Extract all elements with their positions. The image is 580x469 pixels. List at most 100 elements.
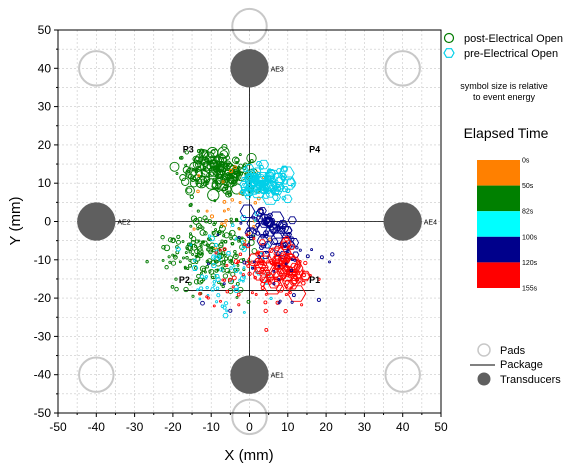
data-point xyxy=(229,169,234,174)
transducers: AE1 AE2 AE3 AE4 xyxy=(77,49,437,394)
data-point xyxy=(220,239,224,243)
data-point xyxy=(264,292,268,296)
data-point xyxy=(290,300,294,304)
data-point xyxy=(181,177,190,186)
pad-circle xyxy=(384,356,421,393)
data-point xyxy=(205,285,210,290)
data-point xyxy=(193,244,197,248)
data-point xyxy=(283,245,287,249)
data-point xyxy=(260,281,265,287)
data-point xyxy=(214,170,224,180)
data-point xyxy=(208,235,216,242)
data-point xyxy=(253,219,257,222)
data-point xyxy=(182,256,185,260)
data-point xyxy=(273,280,280,287)
data-point xyxy=(246,243,251,247)
data-point xyxy=(198,292,202,296)
data-point xyxy=(222,312,229,319)
data-point xyxy=(280,237,292,248)
data-point xyxy=(192,174,200,182)
data-point xyxy=(282,166,288,172)
data-point xyxy=(231,275,237,281)
data-point xyxy=(174,277,178,281)
annotations: P1 P2 P3 P4 xyxy=(179,145,320,285)
data-point xyxy=(257,214,274,228)
data-point xyxy=(256,235,269,247)
data-point xyxy=(290,258,294,262)
y-tick-label: 30 xyxy=(38,100,52,114)
data-point xyxy=(239,188,246,195)
data-point xyxy=(183,286,189,293)
data-point xyxy=(221,268,226,273)
data-point xyxy=(258,180,274,194)
data-point xyxy=(280,175,287,181)
data-point xyxy=(277,264,281,268)
data-point xyxy=(257,254,262,259)
data-point xyxy=(258,159,270,170)
data-point xyxy=(242,266,246,269)
data-point xyxy=(271,255,288,269)
legend-hexagon-marker xyxy=(443,48,455,58)
data-point xyxy=(245,233,249,237)
data-point xyxy=(210,254,217,260)
colorscale-band xyxy=(477,236,520,263)
point-label-p3: P3 xyxy=(183,145,194,155)
y-tick-label: -50 xyxy=(34,406,52,420)
data-point xyxy=(204,277,208,280)
data-point xyxy=(225,309,229,313)
data-point xyxy=(274,225,282,232)
transducer-ae4 xyxy=(383,202,422,241)
data-point xyxy=(185,256,189,260)
data-point xyxy=(235,218,239,223)
y-tick-label: 0 xyxy=(44,215,51,229)
data-point xyxy=(259,268,265,274)
data-point xyxy=(246,152,257,164)
data-point xyxy=(201,267,206,272)
y-tick-label: -20 xyxy=(34,291,52,305)
data-point xyxy=(230,261,234,265)
data-point xyxy=(270,238,279,245)
data-point xyxy=(264,327,269,332)
data-point xyxy=(194,248,200,255)
data-point xyxy=(201,173,206,178)
data-point xyxy=(287,216,297,225)
data-point xyxy=(218,232,222,235)
data-point xyxy=(233,268,239,274)
data-point xyxy=(298,248,302,252)
data-point xyxy=(264,250,268,254)
data-point xyxy=(308,273,312,277)
data-point xyxy=(255,231,261,236)
data-point xyxy=(246,230,254,237)
data-point xyxy=(213,243,219,248)
data-point xyxy=(275,168,282,174)
data-point xyxy=(238,153,242,157)
data-point xyxy=(225,263,229,267)
data-point xyxy=(279,173,288,181)
data-point xyxy=(263,217,276,228)
data-point xyxy=(238,252,243,256)
transducer-label-ae4: AE4 xyxy=(424,220,437,227)
data-point xyxy=(273,242,289,257)
data-point xyxy=(239,180,248,188)
data-point xyxy=(236,292,241,297)
elapsed-time-title: Elapsed Time xyxy=(464,125,549,141)
data-point xyxy=(232,234,238,241)
data-point xyxy=(287,285,307,302)
point-label-p1: P1 xyxy=(309,275,320,285)
data-point xyxy=(244,193,252,200)
data-point xyxy=(193,278,200,285)
data-point xyxy=(246,299,251,304)
data-point xyxy=(179,174,187,182)
data-point xyxy=(197,216,203,222)
data-point xyxy=(242,311,246,314)
data-point xyxy=(167,255,171,259)
symbol-size-note-line2: to event energy xyxy=(473,92,536,102)
data-point xyxy=(284,262,288,266)
data-point xyxy=(164,265,169,270)
data-point xyxy=(212,283,216,287)
data-point xyxy=(239,204,256,219)
data-point xyxy=(196,189,200,194)
pad-legend-icon xyxy=(477,343,491,357)
data-point xyxy=(174,286,179,292)
data-point xyxy=(269,174,275,179)
